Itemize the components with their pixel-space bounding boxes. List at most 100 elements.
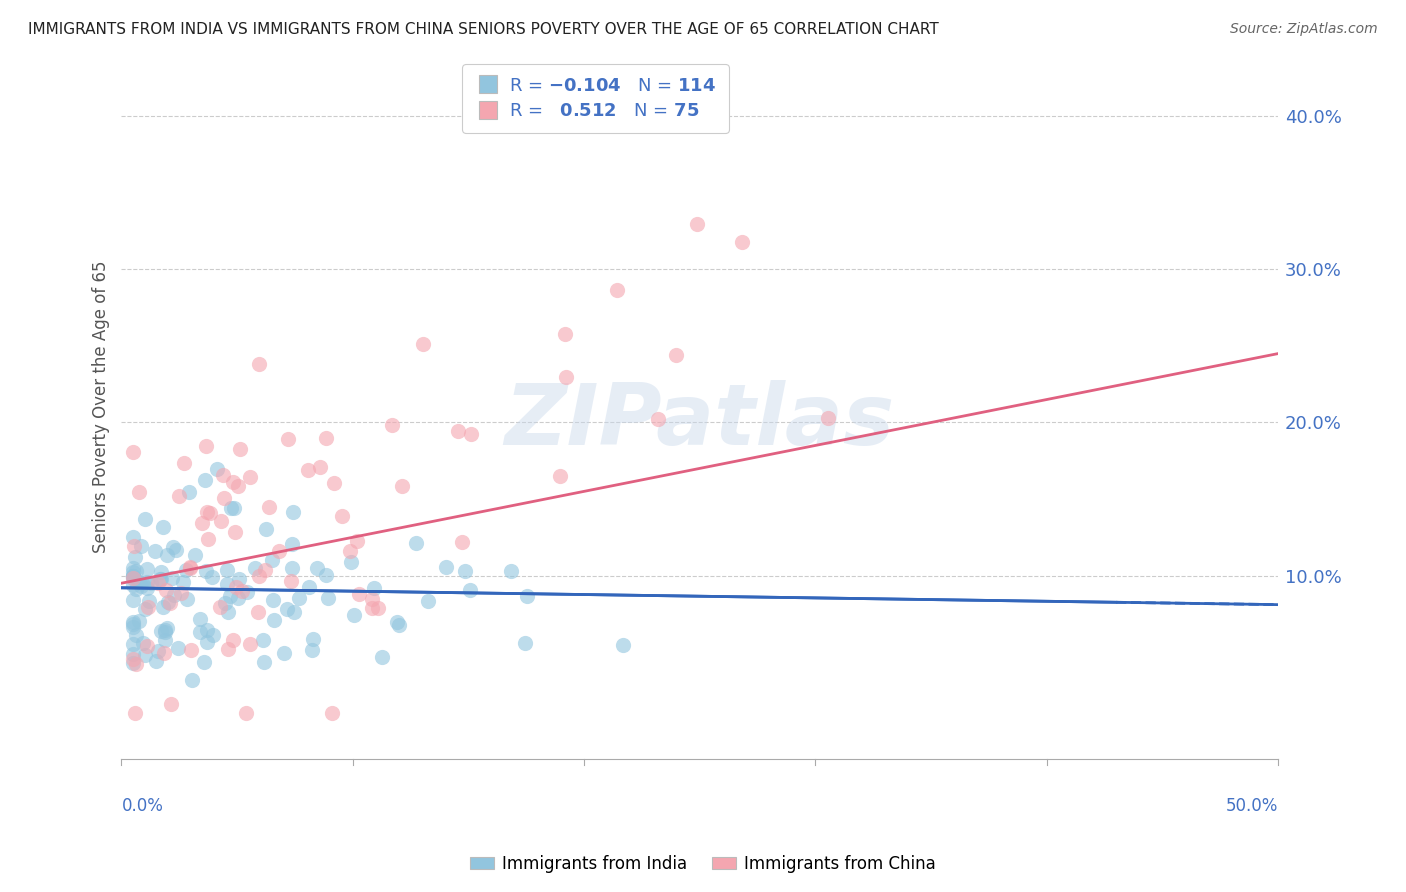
- Point: [235, 706, 257, 721]
- Point: [135, 574, 157, 589]
- Point: [555, 370, 578, 384]
- Point: [122, 620, 145, 634]
- Point: [262, 592, 284, 607]
- Point: [817, 411, 839, 425]
- Point: [122, 652, 145, 666]
- Point: [228, 572, 250, 586]
- Point: [277, 433, 299, 447]
- Point: [222, 633, 245, 648]
- Point: [184, 548, 207, 562]
- Point: [145, 655, 167, 669]
- Point: [305, 561, 328, 575]
- Point: [554, 327, 576, 342]
- Point: [150, 624, 173, 639]
- Point: [219, 500, 242, 515]
- Point: [148, 575, 170, 590]
- Point: [254, 522, 277, 536]
- Point: [229, 442, 252, 457]
- Point: [262, 553, 284, 567]
- Point: [405, 536, 427, 550]
- Point: [301, 632, 323, 647]
- Point: [367, 601, 389, 615]
- Point: [195, 505, 218, 519]
- Point: [236, 584, 259, 599]
- Point: [460, 427, 482, 442]
- Point: [134, 648, 156, 662]
- Point: [247, 357, 270, 371]
- Text: ZIPatlas: ZIPatlas: [505, 380, 894, 463]
- Point: [122, 565, 145, 579]
- Point: [215, 564, 238, 578]
- Point: [276, 601, 298, 615]
- Point: [391, 479, 413, 493]
- Point: [191, 516, 214, 530]
- Point: [122, 617, 145, 632]
- Point: [339, 544, 361, 558]
- Point: [253, 563, 276, 577]
- Point: [212, 467, 235, 482]
- Point: [156, 622, 179, 636]
- Point: [298, 580, 321, 594]
- Point: [205, 462, 228, 476]
- Point: [122, 569, 145, 583]
- Point: [129, 539, 152, 553]
- Point: [124, 550, 146, 565]
- Point: [263, 613, 285, 627]
- Point: [209, 515, 232, 529]
- Point: [172, 575, 194, 590]
- Point: [122, 569, 145, 583]
- Point: [516, 589, 538, 603]
- Point: [501, 564, 523, 578]
- Point: [730, 235, 752, 249]
- Point: [122, 656, 145, 670]
- Point: [231, 583, 253, 598]
- Point: [458, 582, 481, 597]
- Point: [273, 647, 295, 661]
- Point: [146, 644, 169, 658]
- Point: [349, 587, 371, 601]
- Point: [267, 544, 290, 558]
- Point: [686, 217, 709, 231]
- Point: [167, 641, 190, 656]
- Point: [665, 348, 688, 362]
- Point: [128, 574, 150, 589]
- Point: [330, 509, 353, 524]
- Point: [606, 283, 628, 297]
- Point: [153, 632, 176, 647]
- Point: [198, 506, 221, 520]
- Point: [155, 582, 177, 597]
- Point: [239, 637, 262, 651]
- Point: [152, 520, 174, 534]
- Point: [308, 460, 330, 475]
- Point: [134, 512, 156, 526]
- Point: [141, 575, 163, 590]
- Point: [323, 476, 346, 491]
- Point: [257, 500, 280, 515]
- Point: [385, 615, 408, 629]
- Point: [194, 439, 217, 453]
- Point: [150, 566, 173, 580]
- Point: [180, 643, 202, 657]
- Point: [381, 418, 404, 433]
- Point: [343, 607, 366, 622]
- Point: [548, 469, 571, 483]
- Point: [228, 591, 250, 605]
- Point: [138, 594, 160, 608]
- Point: [315, 567, 337, 582]
- Point: [247, 605, 270, 619]
- Point: [176, 592, 198, 607]
- Y-axis label: Seniors Poverty Over the Age of 65: Seniors Poverty Over the Age of 65: [93, 261, 110, 553]
- Text: IMMIGRANTS FROM INDIA VS IMMIGRANTS FROM CHINA SENIORS POVERTY OVER THE AGE OF 6: IMMIGRANTS FROM INDIA VS IMMIGRANTS FROM…: [28, 22, 939, 37]
- Point: [612, 638, 634, 652]
- Point: [122, 539, 145, 553]
- Point: [122, 530, 145, 544]
- Point: [301, 643, 323, 657]
- Point: [195, 635, 218, 649]
- Point: [165, 542, 187, 557]
- Point: [122, 571, 145, 585]
- Point: [134, 602, 156, 616]
- Point: [412, 337, 434, 351]
- Point: [122, 592, 145, 607]
- Point: [434, 559, 457, 574]
- Point: [190, 611, 212, 625]
